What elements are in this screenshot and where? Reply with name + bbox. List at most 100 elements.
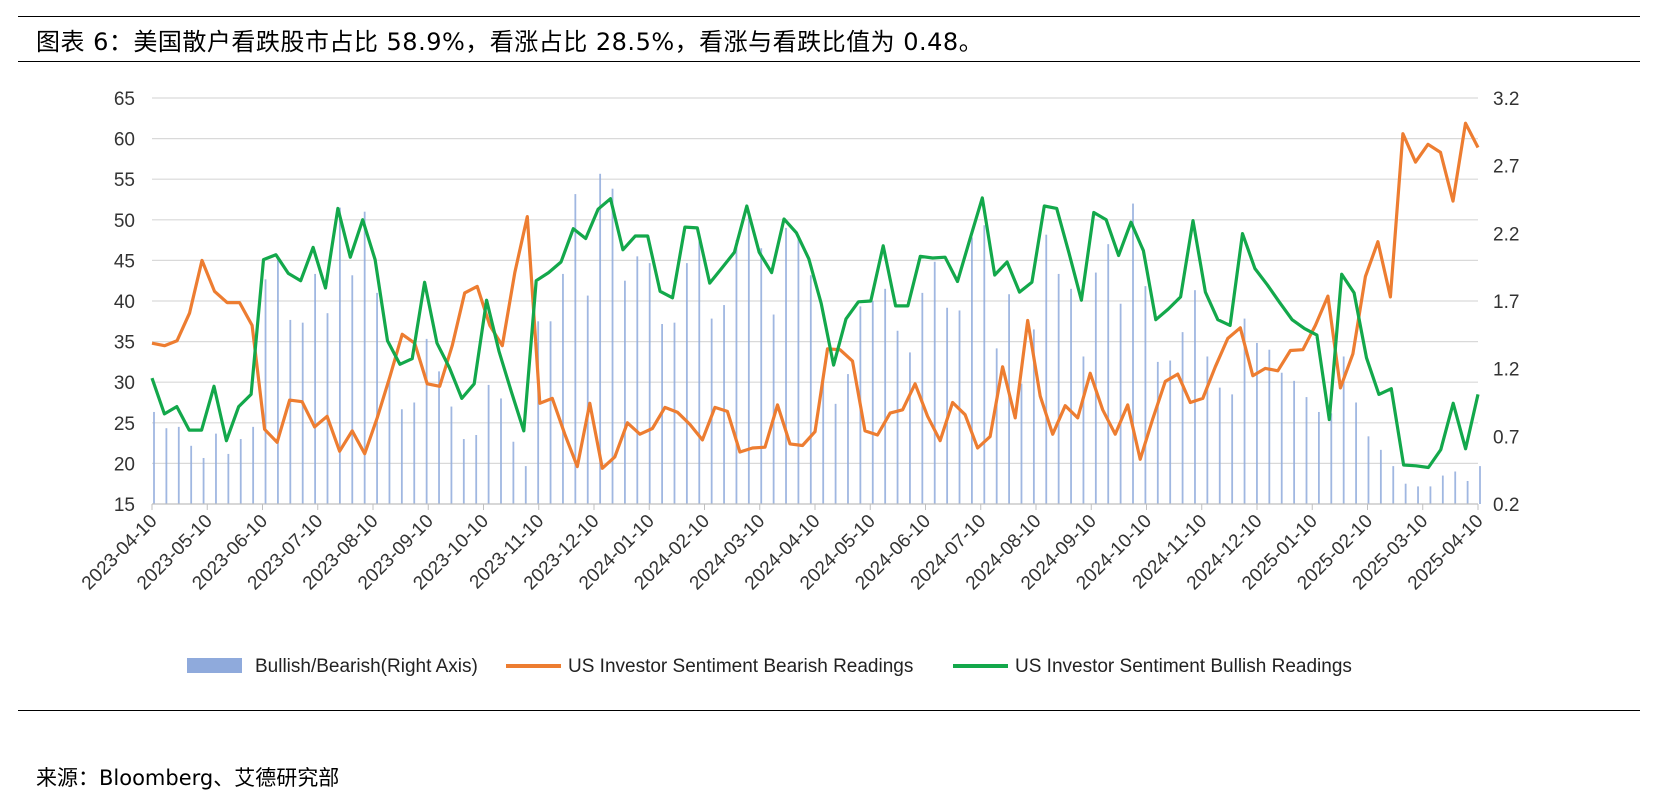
ratio-bar — [785, 227, 787, 505]
ratio-bar — [909, 352, 911, 504]
ratio-bar — [512, 441, 515, 504]
caption-bottom-rule — [18, 61, 1640, 62]
ratio-bar — [500, 398, 502, 504]
ratio-bar — [326, 313, 329, 504]
ratio-bar — [1169, 360, 1172, 504]
left-axis-tick-label: 40 — [114, 292, 135, 313]
ratio-bar — [177, 426, 180, 504]
ratio-bar — [338, 207, 341, 504]
ratio-bar — [1404, 483, 1407, 504]
left-axis-tick-label: 45 — [114, 251, 135, 272]
right-axis-tick-label: 1.7 — [1493, 292, 1519, 313]
source-top-rule — [18, 710, 1640, 711]
ratio-bar — [524, 466, 527, 504]
ratio-bar — [673, 322, 676, 504]
sentiment-chart: 65 60 55 50 45 40 35 30 25 20 15 3.2 2.7 2.2 1.7 1.2 0.7… — [78, 89, 1519, 677]
ratio-bar — [1231, 394, 1234, 504]
left-axis-tick-label: 60 — [114, 130, 135, 151]
ratio-bar — [549, 321, 552, 504]
ratio-bar — [314, 273, 317, 504]
ratio-bar — [450, 406, 453, 504]
ratio-bar — [946, 307, 949, 504]
ratio-bar — [202, 457, 205, 504]
ratio-bar — [1392, 466, 1395, 504]
ratio-bar — [165, 428, 168, 504]
ratio-bar — [1107, 244, 1110, 504]
ratio-bar — [562, 273, 564, 504]
figure-caption: 图表 6：美国散户看跌股市占比 58.9%，看涨占比 28.5%，看涨与看跌比值… — [36, 28, 984, 56]
ratio-bar — [537, 321, 540, 504]
ratio-bar — [289, 319, 292, 504]
ratio-bar — [685, 263, 688, 504]
left-axis-tick-label: 50 — [114, 211, 135, 232]
right-axis-tick-label: 0.7 — [1493, 427, 1519, 448]
ratio-bar — [772, 314, 775, 504]
left-axis-tick-label: 65 — [114, 89, 135, 110]
legend-label-bearish: US Investor Sentiment Bearish Readings — [568, 656, 913, 677]
right-axis-tick-label: 0.2 — [1493, 495, 1519, 516]
ratio-bar — [847, 374, 849, 504]
ratio-bar — [983, 225, 986, 505]
ratio-bar — [1268, 349, 1271, 504]
ratio-bar — [475, 434, 478, 504]
ratio-bar — [252, 426, 255, 504]
ratio-bar — [1181, 332, 1184, 504]
ratio-bar — [153, 411, 155, 504]
ratio-bar — [797, 236, 800, 505]
ratio-bars — [153, 173, 1481, 505]
right-axis-tick-label: 3.2 — [1493, 89, 1519, 110]
ratio-bar — [1280, 372, 1283, 504]
ratio-bar — [425, 338, 428, 504]
ratio-bar — [1330, 413, 1333, 504]
left-axis-tick-label: 35 — [114, 333, 135, 354]
ratio-bar — [301, 322, 304, 504]
ratio-bar — [698, 241, 701, 504]
ratio-bar — [1466, 480, 1469, 504]
ratio-bar — [1355, 402, 1357, 504]
bullish-line — [150, 196, 1480, 470]
ratio-bar — [1144, 286, 1147, 504]
legend-label-bullish: US Investor Sentiment Bullish Readings — [1015, 656, 1352, 677]
ratio-bar — [1132, 203, 1134, 504]
ratio-bar — [1317, 411, 1320, 504]
ratio-bar — [1045, 234, 1048, 505]
ratio-bar — [599, 173, 602, 504]
ratio-bar — [215, 433, 217, 504]
ratio-bar — [1082, 356, 1085, 504]
ratio-bar — [747, 211, 750, 504]
ratio-bar — [1429, 486, 1432, 504]
ratio-bar — [1479, 466, 1481, 504]
ratio-bar — [1367, 436, 1370, 504]
ratio-bar — [1441, 475, 1444, 504]
ratio-bar — [1156, 361, 1159, 504]
ratio-bar — [611, 188, 614, 504]
ratio-bar — [971, 237, 973, 505]
ratio-bar — [574, 194, 577, 504]
ratio-bar — [264, 279, 267, 504]
ratio-bar — [1342, 356, 1345, 504]
left-axis-tick-label: 15 — [114, 495, 135, 516]
legend: Bullish/Bearish(Right Axis) US Investor S… — [187, 656, 1352, 677]
ratio-bar — [896, 330, 899, 504]
right-axis-tick-label: 1.2 — [1493, 360, 1519, 381]
bearish-line — [151, 121, 1480, 470]
ratio-bar — [1256, 342, 1258, 504]
left-axis-tick-label: 25 — [114, 414, 135, 435]
ratio-bar — [871, 301, 874, 504]
ratio-bar — [363, 211, 366, 504]
ratio-bar — [438, 371, 440, 504]
ratio-bar — [995, 348, 998, 504]
ratio-bar — [1020, 383, 1023, 504]
right-axis-tick-label: 2.7 — [1493, 157, 1519, 178]
legend-label-ratio: Bullish/Bearish(Right Axis) — [255, 656, 478, 677]
ratio-bar — [487, 384, 490, 504]
ratio-bar — [239, 439, 242, 504]
source-note: 来源：Bloomberg、艾德研究部 — [36, 766, 340, 790]
ratio-bar — [190, 445, 193, 504]
left-axis-tick-label: 20 — [114, 454, 135, 475]
ratio-bar — [1057, 273, 1060, 504]
ratio-bar — [834, 403, 837, 504]
right-axis-tick-label: 2.2 — [1493, 224, 1519, 245]
ratio-bar — [648, 263, 651, 504]
ratio-bar — [1119, 303, 1122, 504]
